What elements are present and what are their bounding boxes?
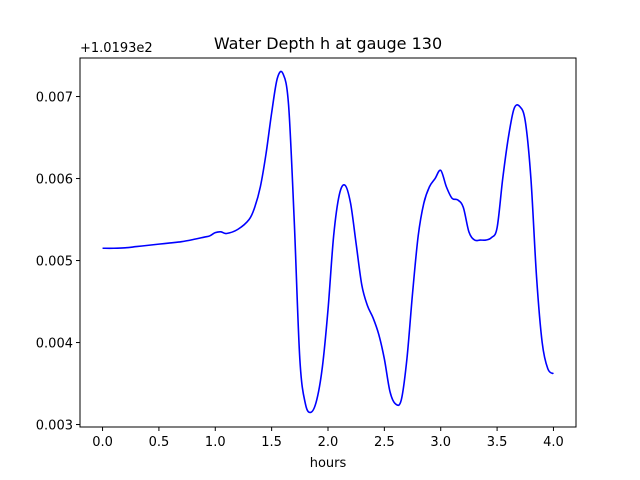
x-tick-label: 0.0 [92, 435, 113, 450]
y-offset-label: +1.0193e2 [80, 41, 153, 56]
x-axis-label: hours [310, 456, 347, 471]
y-tick-label: 0.004 [36, 337, 73, 352]
y-tick-label: 0.003 [36, 419, 73, 434]
plot-area [102, 70, 554, 414]
axis-ticks: 0.0 0.5 1.0 1.5 2.0 2.5 3.0 3.5 4.0 0.003 0.004 0.0… [36, 91, 564, 450]
x-tick-label: 0.5 [149, 435, 170, 450]
y-tick-label: 0.007 [36, 91, 73, 106]
x-tick-label: 3.0 [430, 435, 451, 450]
x-tick-label: 4.0 [543, 435, 564, 450]
x-tick-label: 1.5 [261, 435, 282, 450]
x-tick-label: 2.5 [374, 435, 395, 450]
y-tick-label: 0.006 [36, 173, 73, 188]
x-tick-label: 2.0 [318, 435, 339, 450]
series-line [102, 70, 554, 414]
y-tick-label: 0.005 [36, 255, 73, 270]
x-tick-label: 3.5 [487, 435, 508, 450]
x-tick-label: 1.0 [205, 435, 226, 450]
chart-title: Water Depth h at gauge 130 [214, 34, 442, 53]
axes-frame [79, 57, 577, 428]
